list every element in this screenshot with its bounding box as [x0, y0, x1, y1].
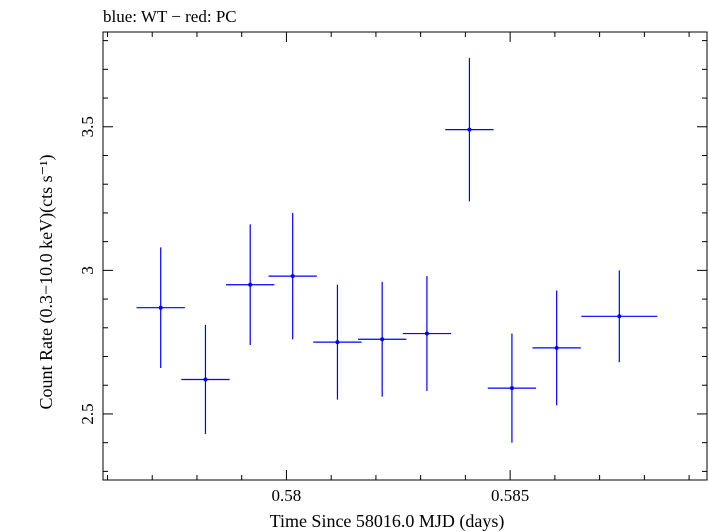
- point-marker: [380, 337, 385, 342]
- point-marker: [467, 127, 472, 132]
- y-tick-label: 3.5: [78, 116, 97, 137]
- point-marker: [203, 377, 208, 382]
- data-point: [313, 284, 362, 400]
- data-point: [268, 212, 317, 340]
- data-point: [358, 281, 407, 397]
- data-point: [402, 276, 452, 391]
- plot-frame: [102, 31, 708, 481]
- point-marker: [290, 274, 295, 279]
- point-marker: [554, 345, 559, 350]
- point-marker: [248, 282, 253, 287]
- point-marker: [335, 340, 340, 345]
- data-points: [136, 57, 658, 443]
- data-point: [532, 290, 581, 406]
- x-tick-label: 0.585: [491, 486, 529, 505]
- data-point: [136, 247, 185, 368]
- axis-tick-labels: 0.58 0.585 2.5 3 3.5: [78, 116, 529, 505]
- data-point: [445, 57, 494, 202]
- x-axis-label: Time Since 58016.0 MJD (days): [270, 511, 505, 532]
- data-point: [226, 224, 275, 346]
- axis-ticks: [103, 32, 707, 480]
- data-point: [581, 270, 658, 363]
- point-marker: [158, 305, 163, 310]
- y-tick-label: 2.5: [78, 403, 97, 424]
- data-point: [181, 324, 230, 435]
- x-tick-label: 0.58: [272, 486, 302, 505]
- point-marker: [509, 386, 514, 391]
- point-marker: [424, 331, 429, 336]
- y-axis-label: Count Rate (0.3−10.0 keV)(cts s⁻¹): [36, 154, 57, 409]
- legend-note: blue: WT − red: PC: [103, 7, 237, 26]
- y-tick-label: 3: [78, 266, 97, 275]
- point-marker: [617, 314, 622, 319]
- data-point: [487, 333, 537, 443]
